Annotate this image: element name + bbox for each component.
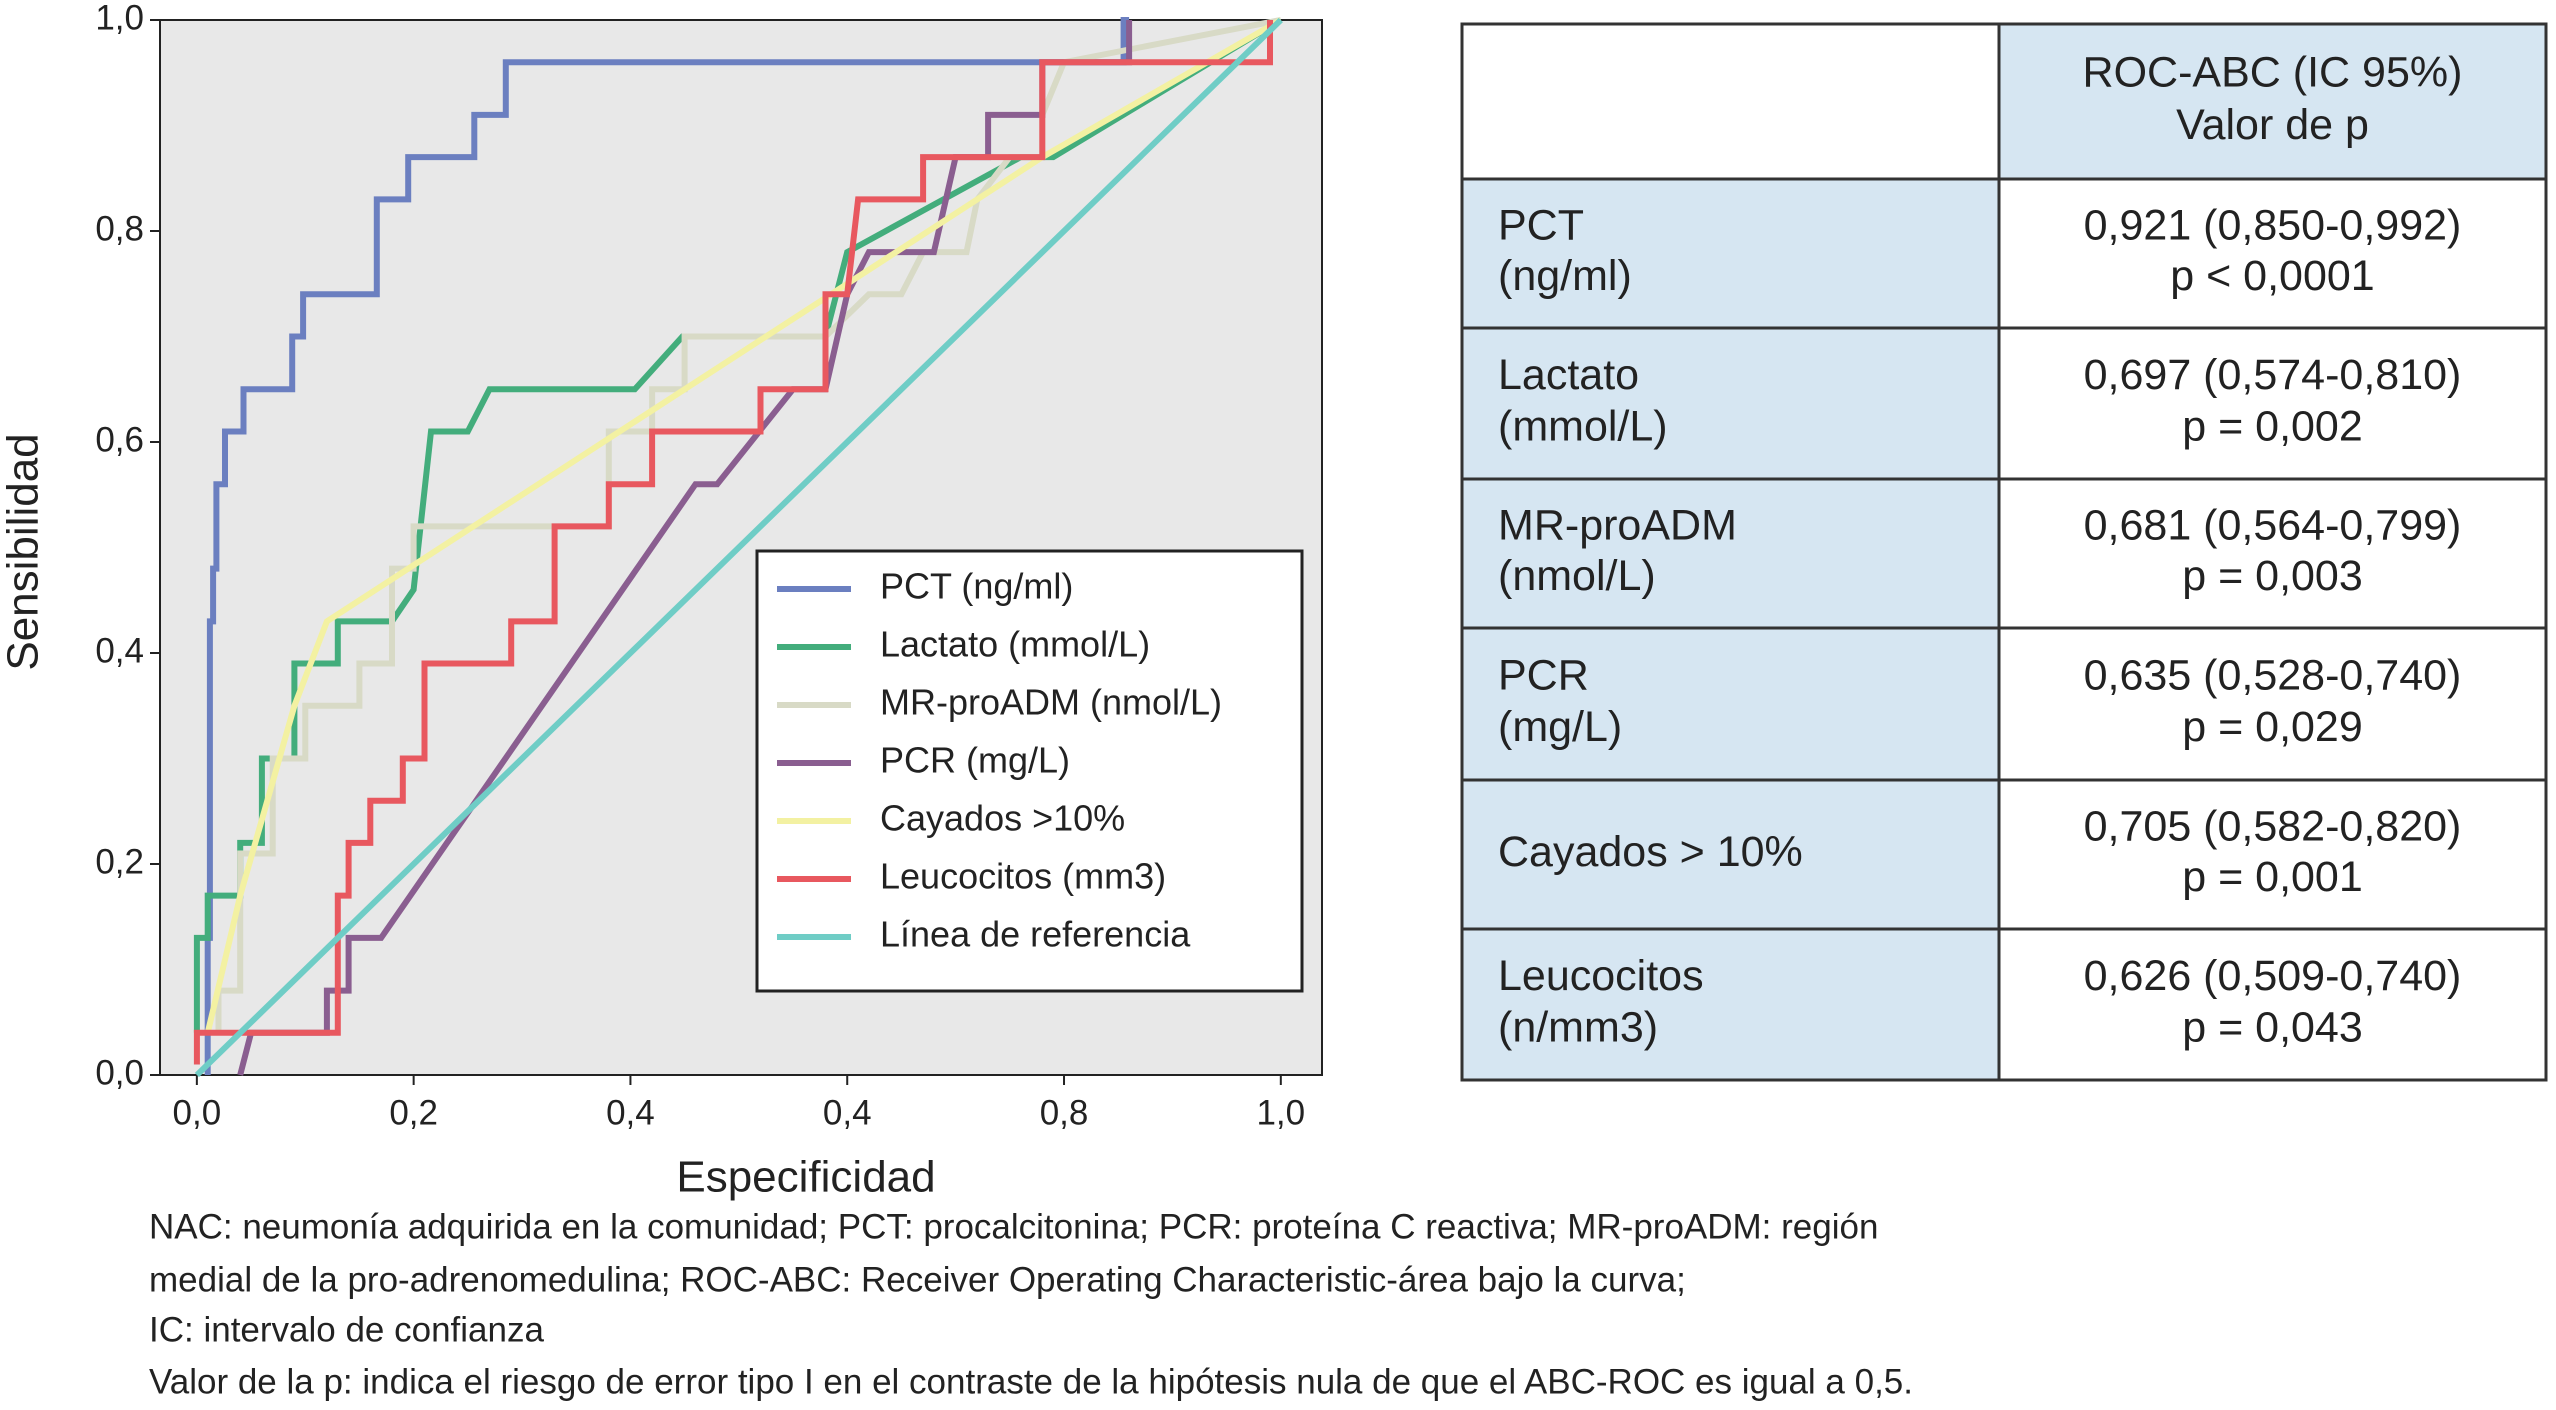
row-label: PCT [1498, 202, 1584, 250]
y-tick-label: 1,0 [95, 0, 144, 37]
legend-label: Línea de referencia [880, 914, 1191, 955]
roc-curve [204, 17, 1130, 1075]
auc-value: 0,705 (0,582-0,820) [2084, 803, 2462, 851]
table-value-cell [1997, 477, 2548, 630]
y-tick-label: 0,6 [95, 420, 144, 459]
row-label: MR-proADM [1498, 502, 1737, 550]
x-tick-label: 0,8 [1040, 1093, 1089, 1132]
table-cell [1460, 22, 2001, 181]
legend-label: Leucocitos (mm3) [880, 856, 1166, 897]
y-tick-label: 0,4 [95, 631, 144, 670]
footnote: IC: intervalo de confianza [149, 1310, 544, 1349]
table-header: Valor de p [2176, 101, 2369, 149]
row-label: Leucocitos [1498, 952, 1704, 1000]
x-tick-label: 0,2 [389, 1093, 438, 1132]
row-label: PCR [1498, 652, 1589, 700]
p-value: p = 0,002 [2182, 403, 2363, 451]
roc-curve [193, 20, 1273, 1065]
row-label: (mg/L) [1498, 703, 1622, 751]
legend-label: Lactato (mmol/L) [880, 624, 1150, 665]
footnote: Valor de la p: indica el riesgo de error… [149, 1362, 1913, 1401]
table-label-cell [1460, 778, 2001, 931]
p-value: p = 0,001 [2182, 853, 2363, 901]
table-header: ROC-ABC (IC 95%) [2083, 49, 2463, 97]
y-axis-label: Sensibilidad [0, 433, 48, 670]
auc-value: 0,626 (0,509-0,740) [2084, 952, 2462, 1000]
row-label: (mmol/L) [1498, 403, 1668, 451]
row-label: (n/mm3) [1498, 1004, 1658, 1052]
x-tick-label: 0,4 [823, 1093, 872, 1132]
x-tick-label: 1,0 [1256, 1093, 1305, 1132]
row-label: (nmol/L) [1498, 552, 1656, 600]
row-label: (ng/ml) [1498, 252, 1632, 300]
x-tick-label: 0,4 [606, 1093, 655, 1132]
legend-label: MR-proADM (nmol/L) [880, 682, 1222, 723]
footnote: medial de la pro-adrenomedulina; ROC-ABC… [149, 1260, 1686, 1299]
p-value: p = 0,029 [2182, 703, 2363, 751]
y-tick-label: 0,2 [95, 842, 144, 881]
y-tick-label: 0,0 [95, 1053, 144, 1092]
table-value-cell [1997, 927, 2548, 1082]
p-value: p = 0,043 [2182, 1004, 2363, 1052]
p-value: p < 0,0001 [2170, 252, 2374, 300]
footnote: NAC: neumonía adquirida en la comunidad;… [149, 1207, 1878, 1246]
auc-value: 0,921 (0,850-0,992) [2084, 202, 2462, 250]
table-value-cell [1997, 326, 2548, 481]
table-value-cell [1997, 778, 2548, 931]
roc-curve [194, 17, 1283, 1078]
row-label: Lactato [1498, 351, 1639, 399]
legend-label: Cayados >10% [880, 798, 1125, 839]
auc-value: 0,635 (0,528-0,740) [2084, 652, 2462, 700]
x-tick-label: 0,0 [173, 1093, 222, 1132]
auc-value: 0,697 (0,574-0,810) [2084, 351, 2462, 399]
table-label-cell [1460, 477, 2001, 630]
row-label: Cayados > 10% [1498, 828, 1803, 876]
p-value: p = 0,003 [2182, 552, 2363, 600]
table-label-cell [1460, 326, 2001, 481]
roc-curve [193, 17, 1283, 1033]
table-label-cell [1460, 177, 2001, 330]
table-value-cell [1997, 177, 2548, 330]
table-value-cell [1997, 626, 2548, 782]
legend-label: PCT (ng/ml) [880, 566, 1073, 607]
table-label-cell [1460, 927, 2001, 1082]
legend-label: PCR (mg/L) [880, 740, 1070, 781]
x-axis-label: Especificidad [676, 1153, 935, 1202]
table-label-cell [1460, 626, 2001, 782]
y-tick-label: 0,8 [95, 209, 144, 248]
auc-value: 0,681 (0,564-0,799) [2084, 502, 2462, 550]
legend-box [755, 549, 1304, 993]
